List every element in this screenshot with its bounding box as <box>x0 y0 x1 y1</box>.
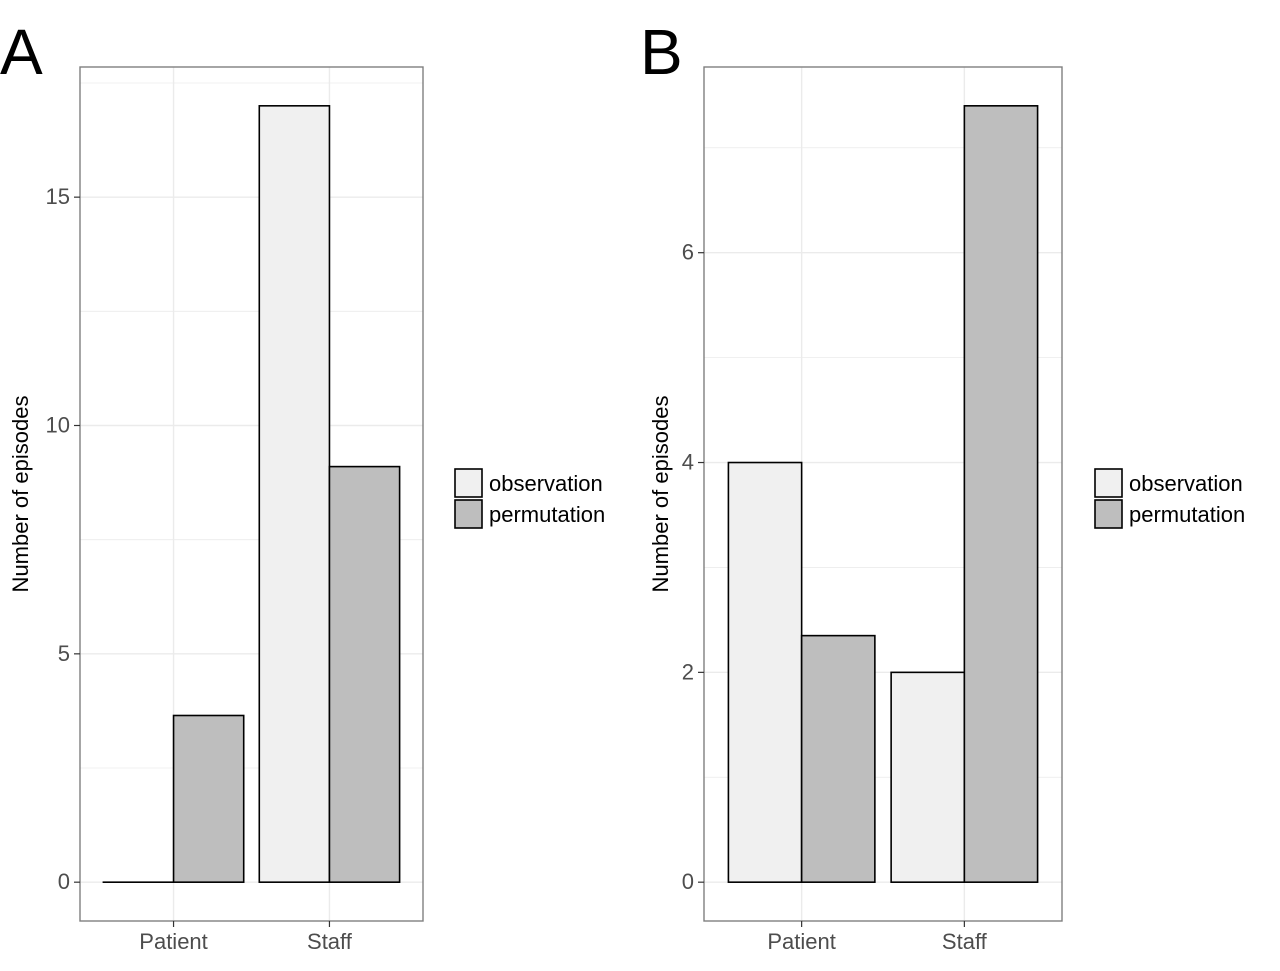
bar-permutation-staff <box>328 465 401 883</box>
y-tick-label: 15 <box>46 184 70 209</box>
chart-panel-b: B 0 2 4 6 Patient Staff Number of episodes obser… <box>640 16 1245 954</box>
bar-observation-staff <box>890 671 966 883</box>
y-tick-label: 2 <box>682 659 694 684</box>
y-tick-label: 10 <box>46 412 70 437</box>
legend-label-permutation: permutation <box>1129 502 1245 527</box>
legend-key-observation <box>1094 468 1123 498</box>
y-tick-label: 4 <box>682 450 694 475</box>
bar-permutation-patient <box>800 634 876 883</box>
legend: observation permutation <box>454 468 605 529</box>
bar-permutation-staff <box>963 105 1039 883</box>
x-tick-label: Patient <box>139 929 208 954</box>
legend-key-permutation <box>1094 499 1123 529</box>
x-tick-label: Staff <box>307 929 353 954</box>
bar-permutation-patient <box>172 714 245 883</box>
x-tick-label: Patient <box>767 929 836 954</box>
legend: observation permutation <box>1094 468 1245 529</box>
panel-label: A <box>0 16 43 88</box>
legend-label-observation: observation <box>489 471 603 496</box>
chart-panel-a: A 0 5 10 15 Patient Staff Number of episodes obs… <box>0 16 605 954</box>
y-axis-title: Number of episodes <box>648 396 673 593</box>
legend-label-permutation: permutation <box>489 502 605 527</box>
legend-key-permutation <box>454 499 483 529</box>
y-tick-label: 5 <box>58 641 70 666</box>
legend-label-observation: observation <box>1129 471 1243 496</box>
y-tick-label: 0 <box>58 869 70 894</box>
plot-border <box>703 66 1063 922</box>
panel-label: B <box>640 16 683 88</box>
y-tick-label: 0 <box>682 869 694 894</box>
y-axis-title: Number of episodes <box>8 396 33 593</box>
y-tick-label: 6 <box>682 240 694 265</box>
legend-key-observation <box>454 468 483 498</box>
bar-observation-staff <box>258 105 331 883</box>
plot-border <box>79 66 424 922</box>
x-tick-label: Staff <box>942 929 988 954</box>
bar-observation-patient <box>727 461 803 883</box>
